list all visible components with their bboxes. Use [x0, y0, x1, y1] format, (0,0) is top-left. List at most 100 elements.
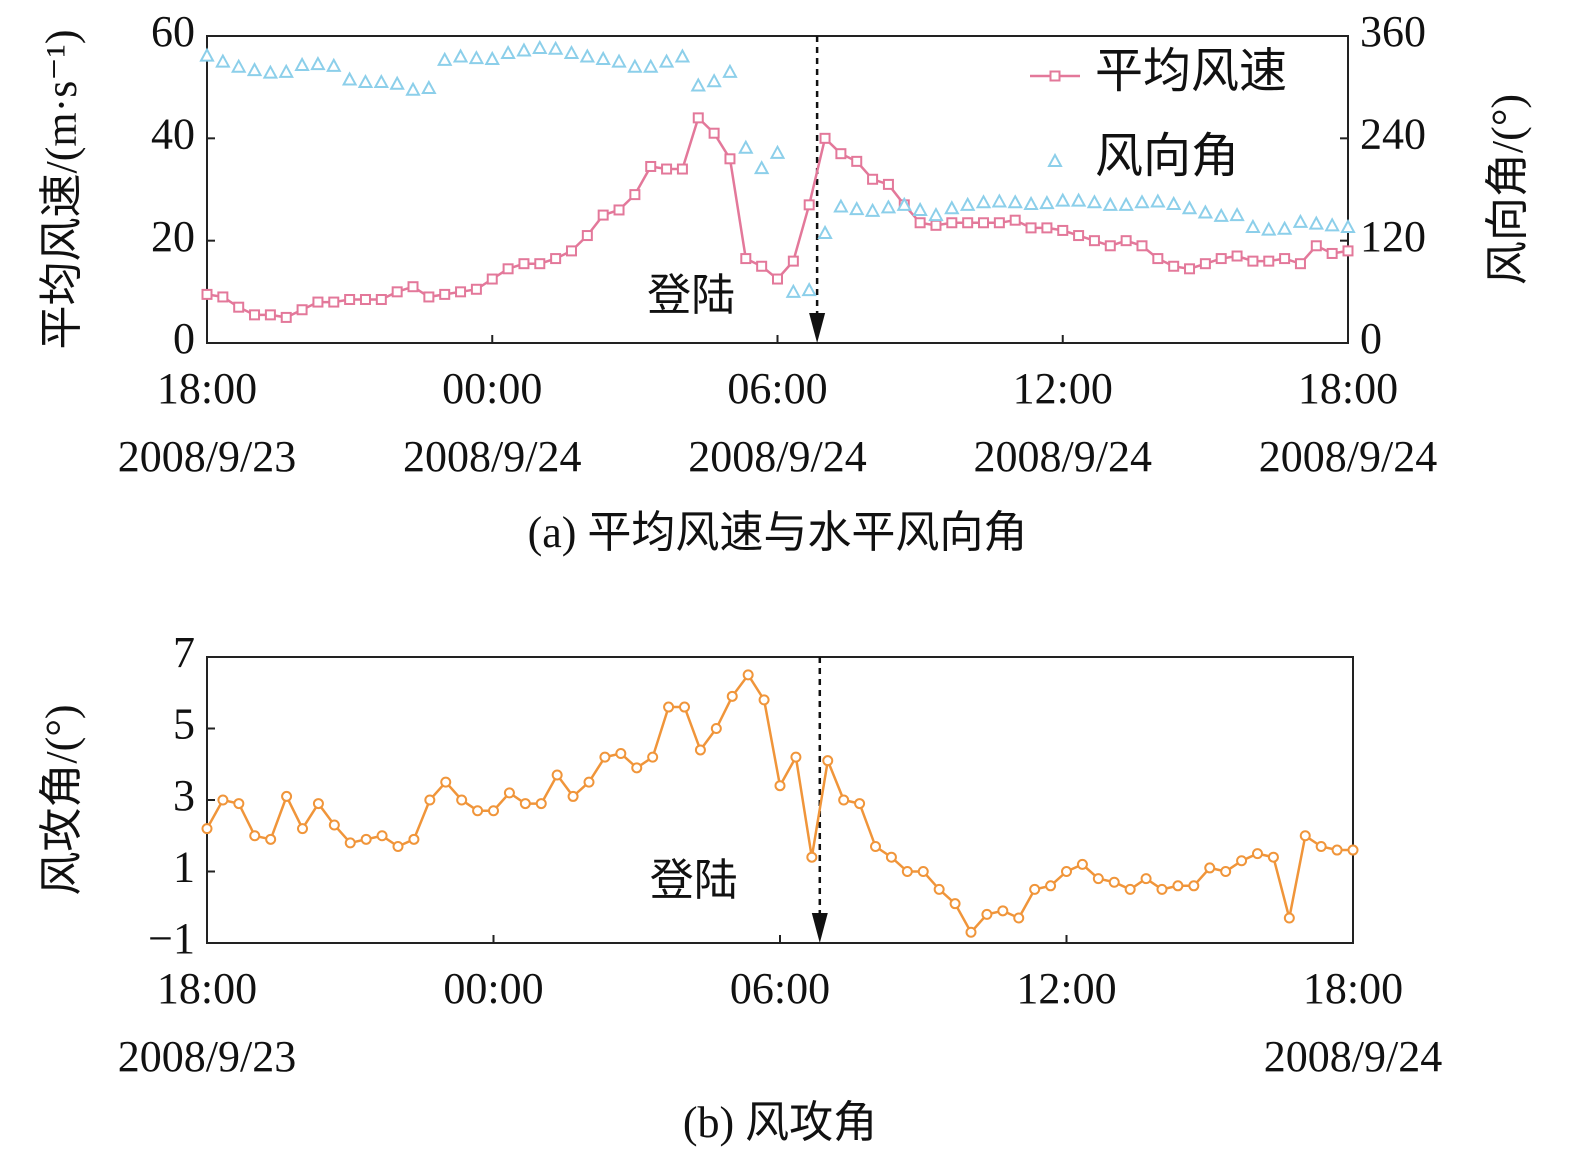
marker: [1007, 194, 1023, 209]
marker: [296, 304, 308, 316]
marker: [1088, 235, 1100, 247]
marker: [1220, 866, 1232, 877]
marker: [1279, 253, 1291, 265]
chart-title: (a) 平均风速与水平风向角: [528, 508, 1028, 557]
marker: [901, 866, 913, 877]
marker: [822, 755, 834, 767]
marker: [742, 669, 754, 681]
marker: [1057, 224, 1069, 236]
marker: [344, 837, 356, 849]
marker: [452, 48, 469, 63]
y-axis-label: 风攻角/(°): [37, 704, 86, 895]
x-tick-label: 18:00 2008/9/24: [1264, 964, 1442, 1081]
marker: [1181, 200, 1198, 215]
marker: [1315, 840, 1327, 852]
marker: [851, 155, 863, 167]
marker: [468, 50, 485, 65]
marker: [645, 160, 657, 172]
marker: [502, 263, 514, 275]
marker: [801, 282, 817, 297]
marker: [930, 219, 942, 231]
marker: [199, 47, 215, 62]
marker: [880, 199, 897, 214]
marker: [1039, 195, 1055, 210]
marker: [581, 230, 593, 242]
marker: [344, 294, 356, 306]
marker: [1120, 235, 1132, 247]
marker: [631, 762, 643, 774]
y2-tick-label: 0: [1360, 314, 1382, 363]
marker: [928, 206, 944, 222]
marker: [1118, 196, 1134, 211]
marker: [280, 311, 292, 323]
x-tick-label: 18:00 2008/9/23: [118, 964, 296, 1081]
y-tick-label: 60: [151, 7, 195, 56]
marker: [658, 53, 675, 68]
y2-tick-label: 240: [1360, 109, 1426, 158]
marker: [1172, 880, 1184, 892]
marker: [519, 798, 531, 810]
marker: [933, 883, 945, 895]
marker: [835, 148, 847, 160]
marker: [1102, 196, 1118, 211]
marker: [233, 798, 245, 810]
marker: [615, 748, 627, 760]
marker: [579, 48, 596, 63]
marker: [838, 794, 850, 806]
marker: [1092, 873, 1104, 885]
marker: [424, 794, 436, 806]
marker: [565, 245, 577, 257]
marker: [965, 926, 977, 938]
marker: [769, 144, 786, 159]
marker: [1263, 255, 1275, 267]
marker: [949, 898, 961, 910]
marker: [470, 283, 482, 295]
marker: [1261, 221, 1277, 236]
marker: [486, 273, 498, 285]
marker: [455, 286, 467, 298]
plot-frame: [206, 656, 1354, 944]
marker: [500, 44, 516, 60]
marker: [944, 200, 960, 215]
marker: [627, 58, 643, 73]
marker: [917, 866, 929, 877]
marker: [1140, 873, 1152, 885]
marker: [326, 57, 342, 72]
y-tick-label: 0: [173, 314, 195, 363]
marker: [1165, 195, 1182, 210]
x-tick-label: 12:00 2008/9/24: [974, 364, 1152, 481]
marker: [516, 42, 532, 57]
marker: [819, 132, 831, 144]
marker: [912, 201, 928, 216]
marker: [423, 291, 435, 303]
marker: [1347, 844, 1359, 856]
marker: [389, 75, 405, 90]
marker: [1009, 214, 1021, 226]
marker: [1310, 240, 1322, 252]
marker: [676, 163, 688, 175]
marker: [1188, 880, 1200, 892]
marker: [1276, 220, 1293, 235]
marker: [756, 260, 768, 272]
marker: [281, 790, 293, 802]
x-tick-label: 00:00: [443, 964, 543, 1013]
marker: [803, 199, 815, 211]
marker: [550, 253, 562, 265]
marker: [993, 217, 1005, 229]
marker: [1023, 195, 1039, 210]
marker: [1150, 193, 1166, 208]
marker: [1076, 858, 1088, 870]
marker: [312, 296, 324, 308]
y-tick-label: 1: [173, 843, 195, 892]
marker: [265, 833, 277, 845]
marker: [599, 751, 611, 763]
marker: [1197, 204, 1214, 219]
marker: [503, 787, 515, 799]
marker: [1070, 192, 1087, 207]
marker: [1134, 194, 1150, 209]
marker: [787, 255, 799, 267]
marker: [772, 273, 783, 285]
marker: [262, 64, 279, 79]
marker: [1283, 912, 1295, 924]
y-axis-label: 平均风速/(m·s⁻¹): [37, 30, 86, 350]
